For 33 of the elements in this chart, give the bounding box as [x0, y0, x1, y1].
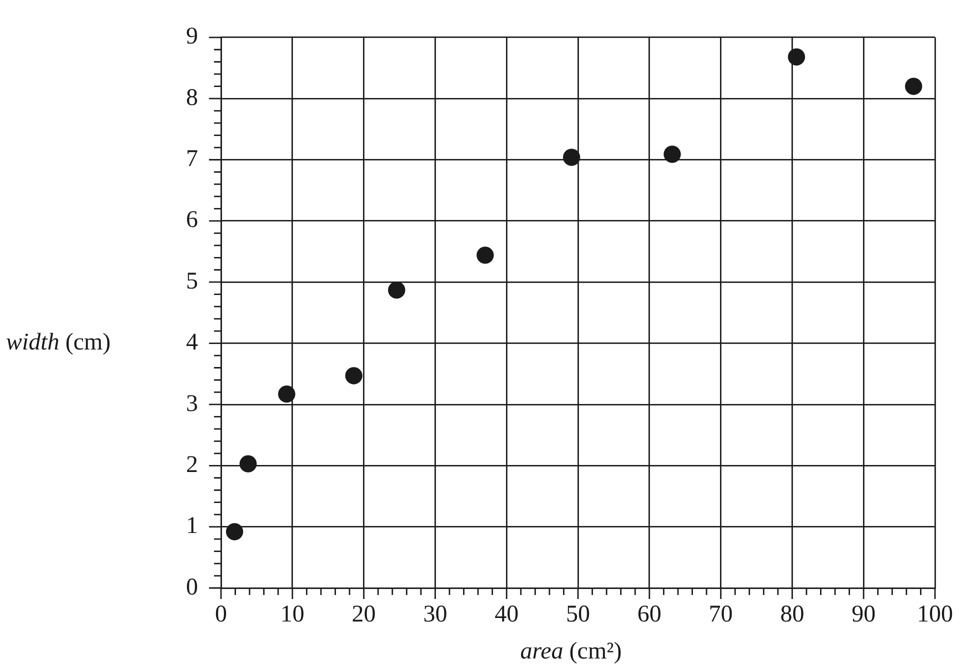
y-tick-label: 0: [186, 574, 198, 600]
y-tick-label: 2: [186, 452, 198, 478]
x-tick-label: 80: [780, 602, 804, 628]
point: [388, 281, 406, 299]
point: [226, 523, 244, 540]
x-tick-label: 90: [852, 602, 876, 628]
y-tick-label: 5: [186, 268, 198, 294]
y-tick-label: 9: [186, 24, 198, 50]
y-tick-label: 6: [186, 207, 198, 234]
x-tick-label: 0: [215, 602, 227, 628]
point: [562, 148, 580, 166]
y-tick-label: 3: [186, 390, 198, 417]
y-tick-label: 8: [186, 84, 198, 111]
point: [278, 385, 296, 403]
x-tick-label: 20: [352, 602, 376, 628]
point: [664, 146, 681, 163]
x-tick-label: 60: [637, 602, 662, 628]
point: [788, 48, 806, 66]
x-tick-label: 30: [423, 602, 448, 628]
x-tick-label: 70: [708, 602, 733, 628]
x-tick-label: 50: [566, 602, 590, 628]
y-tick-label: 1: [186, 513, 198, 540]
y-axis-title: width (cm): [6, 329, 111, 356]
x-axis-title: area (cm²): [520, 638, 622, 664]
x-tick-label: 40: [494, 602, 519, 628]
y-tick-label: 7: [186, 146, 198, 172]
y-tick-label: 4: [186, 330, 198, 356]
point: [240, 455, 257, 472]
point: [904, 78, 922, 95]
point: [345, 367, 362, 384]
x-tick-label: 100: [917, 602, 953, 628]
point: [476, 246, 494, 264]
x-tick-label: 10: [280, 602, 304, 628]
